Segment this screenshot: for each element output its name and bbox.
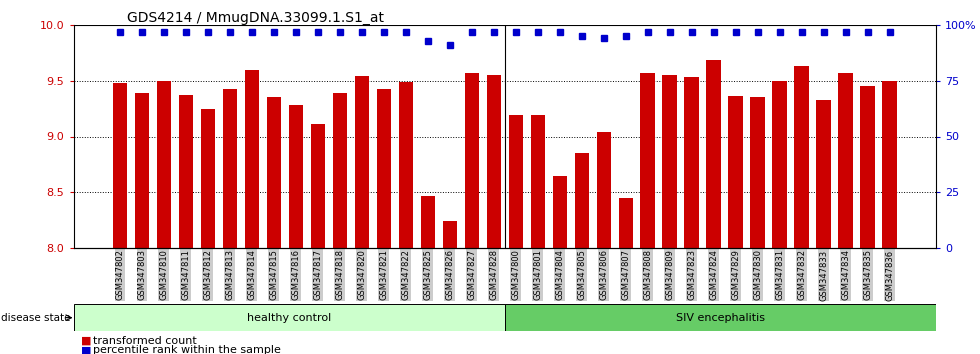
Text: ■: ■ bbox=[81, 346, 92, 354]
Bar bbox=[772, 81, 787, 354]
Bar bbox=[311, 124, 325, 354]
Text: disease state: disease state bbox=[1, 313, 71, 323]
Bar bbox=[816, 100, 831, 354]
Bar bbox=[553, 176, 566, 354]
Bar bbox=[201, 109, 215, 354]
Text: SIV encephalitis: SIV encephalitis bbox=[676, 313, 764, 323]
Text: healthy control: healthy control bbox=[247, 313, 331, 323]
Bar bbox=[420, 196, 435, 354]
Bar bbox=[509, 115, 523, 354]
Bar bbox=[707, 59, 720, 354]
Text: GDS4214 / MmugDNA.33099.1.S1_at: GDS4214 / MmugDNA.33099.1.S1_at bbox=[127, 11, 384, 25]
Bar bbox=[134, 93, 149, 354]
Bar bbox=[486, 75, 501, 354]
Bar bbox=[882, 81, 897, 354]
Bar bbox=[157, 81, 171, 354]
Bar bbox=[728, 96, 743, 354]
Bar bbox=[74, 304, 505, 331]
Bar bbox=[289, 105, 303, 354]
Bar bbox=[399, 82, 413, 354]
Bar bbox=[505, 304, 936, 331]
Bar bbox=[618, 198, 633, 354]
Text: transformed count: transformed count bbox=[93, 336, 197, 346]
Bar bbox=[574, 153, 589, 354]
Bar bbox=[178, 95, 193, 354]
Bar bbox=[113, 83, 127, 354]
Bar bbox=[222, 88, 237, 354]
Bar bbox=[355, 76, 368, 354]
Text: ■: ■ bbox=[81, 336, 92, 346]
Bar bbox=[530, 115, 545, 354]
Bar bbox=[839, 73, 853, 354]
Bar bbox=[684, 78, 699, 354]
Bar bbox=[795, 66, 808, 354]
Bar bbox=[332, 93, 347, 354]
Bar bbox=[245, 70, 259, 354]
Bar bbox=[443, 221, 457, 354]
Bar bbox=[641, 73, 655, 354]
Bar bbox=[267, 97, 281, 354]
Bar bbox=[751, 97, 764, 354]
Bar bbox=[465, 73, 479, 354]
Text: percentile rank within the sample: percentile rank within the sample bbox=[93, 346, 281, 354]
Bar bbox=[662, 75, 677, 354]
Bar bbox=[860, 86, 875, 354]
Bar bbox=[376, 88, 391, 354]
Bar bbox=[597, 132, 611, 354]
